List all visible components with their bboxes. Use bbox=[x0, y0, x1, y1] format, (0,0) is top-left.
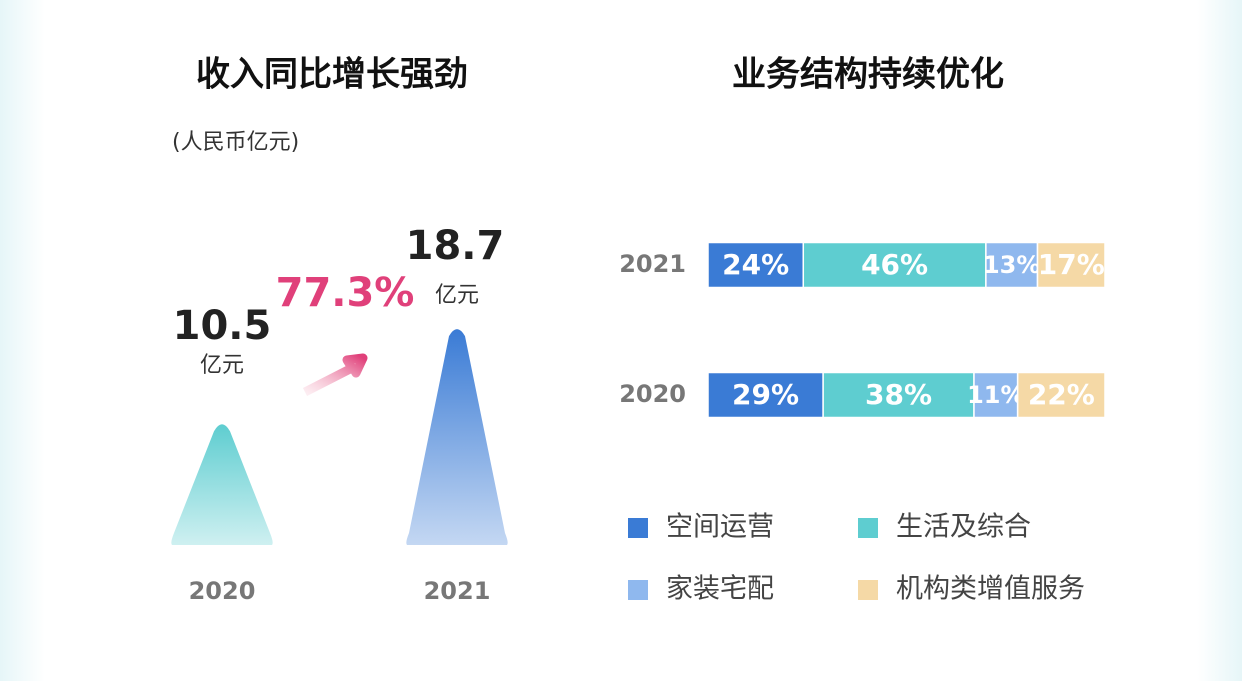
legend-label: 机构类增值服务 bbox=[896, 574, 1085, 605]
legend-label: 家装宅配 bbox=[666, 574, 774, 605]
value-label: 22% bbox=[1028, 378, 1095, 411]
bar-segment bbox=[822, 371, 975, 419]
value-label: 18.7 bbox=[406, 223, 505, 269]
legend-label: 生活及综合 bbox=[896, 512, 1031, 543]
value-label: 10.5 bbox=[173, 303, 272, 349]
value-label: 46% bbox=[861, 248, 928, 281]
legend-label: 空间运营 bbox=[666, 512, 774, 543]
bar bbox=[171, 424, 273, 545]
legend-swatch bbox=[858, 580, 878, 600]
bar-segment bbox=[973, 371, 1019, 419]
growth-arrow bbox=[302, 353, 368, 397]
bar-segment bbox=[1036, 241, 1106, 289]
value-label: 24% bbox=[722, 248, 789, 281]
x-tick-label: 2021 bbox=[424, 577, 491, 605]
chart-title: 收入同比增长强劲 bbox=[196, 55, 468, 95]
value-unit: 亿元 bbox=[435, 283, 479, 308]
value-label: 11% bbox=[967, 381, 1024, 409]
edge-decoration bbox=[1197, 0, 1242, 681]
growth-annotation: 77.3% bbox=[276, 270, 415, 316]
y-tick-label: 2021 bbox=[619, 250, 686, 278]
bar-segment bbox=[1016, 371, 1106, 419]
legend-swatch bbox=[858, 518, 878, 538]
bar-segment bbox=[802, 241, 987, 289]
legend-swatch bbox=[628, 580, 648, 600]
x-tick-label: 2020 bbox=[189, 577, 256, 605]
edge-decoration bbox=[0, 0, 45, 681]
value-label: 13% bbox=[983, 251, 1040, 279]
y-tick-label: 2020 bbox=[619, 380, 686, 408]
value-label: 29% bbox=[732, 378, 799, 411]
chart-subtitle: (人民币亿元) bbox=[172, 130, 299, 155]
bar-segment bbox=[707, 241, 805, 289]
chart-title: 业务结构持续优化 bbox=[732, 55, 1004, 95]
value-unit: 亿元 bbox=[200, 353, 244, 378]
bar bbox=[406, 329, 508, 545]
legend-swatch bbox=[628, 518, 648, 538]
value-label: 38% bbox=[865, 378, 932, 411]
value-label: 17% bbox=[1038, 248, 1105, 281]
